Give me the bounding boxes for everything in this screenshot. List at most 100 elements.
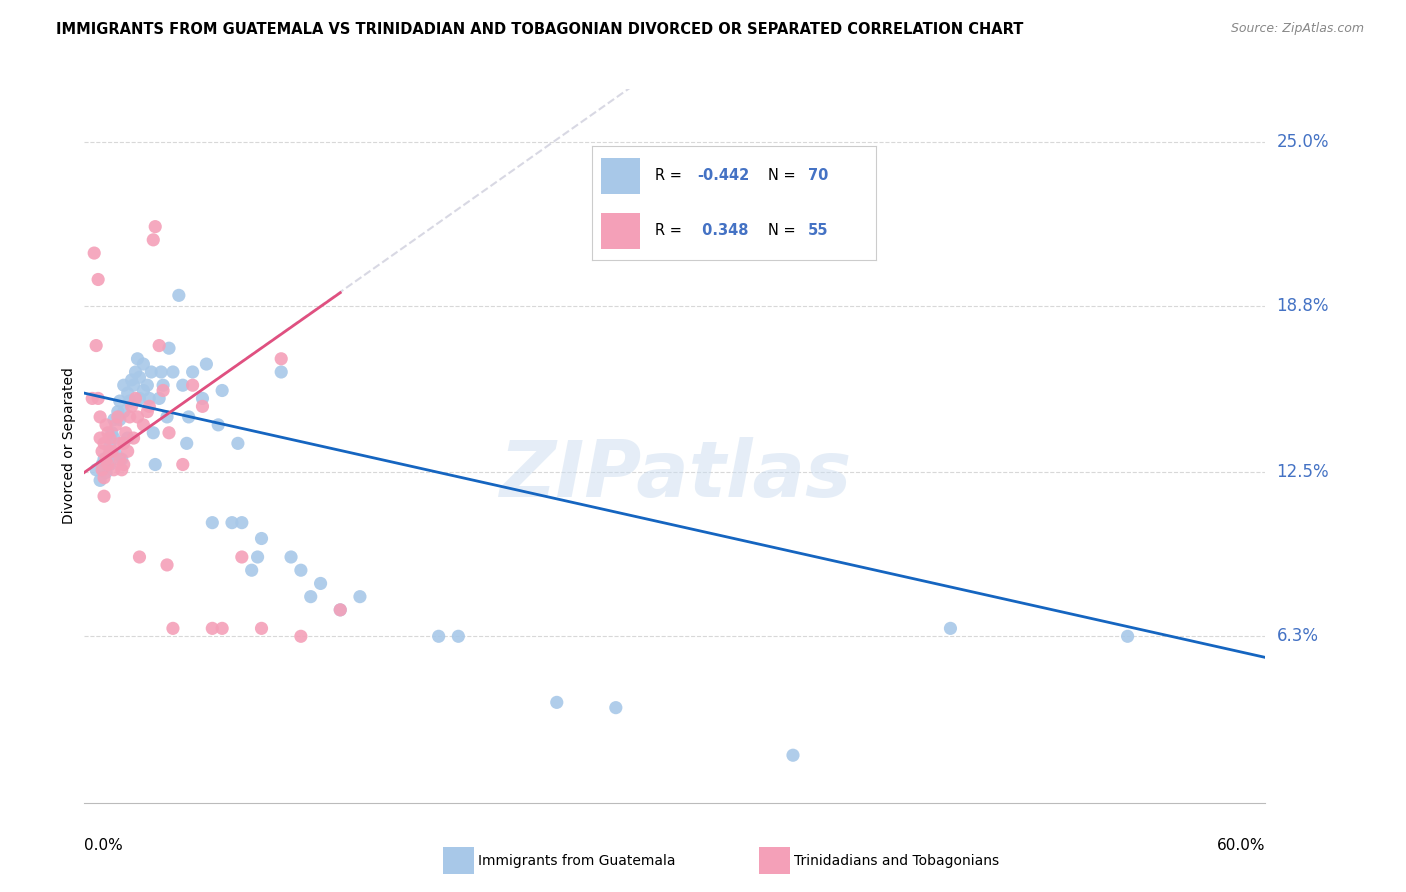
Point — [93, 452, 115, 467]
Point — [226, 436, 249, 450]
Point — [91, 458, 114, 472]
Point — [195, 357, 218, 371]
Point — [309, 576, 332, 591]
Point — [191, 400, 214, 414]
Point — [111, 452, 134, 467]
Point — [142, 233, 165, 247]
Point — [138, 392, 160, 406]
Text: Trinidadians and Tobagonians: Trinidadians and Tobagonians — [794, 854, 1000, 868]
Point — [89, 409, 111, 424]
Point — [201, 516, 224, 530]
Text: Source: ZipAtlas.com: Source: ZipAtlas.com — [1230, 22, 1364, 36]
Point — [108, 394, 131, 409]
Point — [89, 431, 111, 445]
Point — [108, 412, 131, 426]
Point — [97, 425, 120, 440]
Point — [93, 489, 115, 503]
Bar — [600, 212, 640, 249]
Point — [98, 458, 121, 472]
Text: 18.8%: 18.8% — [1277, 297, 1329, 315]
Point — [93, 471, 115, 485]
Text: R =: R = — [655, 223, 686, 238]
Point — [290, 629, 312, 643]
Point — [117, 386, 139, 401]
Point — [231, 549, 253, 564]
Point — [240, 563, 263, 577]
Point — [1116, 629, 1139, 643]
Point — [124, 392, 146, 406]
Point — [127, 409, 149, 424]
Point — [94, 466, 117, 480]
Point — [290, 563, 312, 577]
Point — [97, 450, 120, 464]
Point — [101, 425, 124, 440]
Bar — [600, 158, 640, 194]
Point — [124, 365, 146, 379]
Point — [108, 436, 131, 450]
Text: 6.3%: 6.3% — [1277, 627, 1319, 645]
Point — [132, 384, 155, 398]
Point — [112, 404, 135, 418]
Point — [177, 409, 200, 424]
Point — [132, 417, 155, 432]
Point — [114, 425, 136, 440]
Point — [156, 409, 179, 424]
Point — [111, 463, 134, 477]
Point — [91, 444, 114, 458]
Point — [104, 417, 127, 432]
Point — [299, 590, 322, 604]
Point — [136, 378, 159, 392]
Point — [211, 621, 233, 635]
Text: ZIPatlas: ZIPatlas — [499, 436, 851, 513]
Point — [250, 621, 273, 635]
Point — [143, 458, 166, 472]
Point — [167, 288, 190, 302]
Point — [87, 272, 110, 286]
Point — [329, 603, 352, 617]
Point — [546, 695, 568, 709]
Point — [103, 463, 125, 477]
Point — [270, 351, 292, 366]
Point — [118, 409, 141, 424]
Point — [143, 219, 166, 234]
Point — [939, 621, 962, 635]
Point — [172, 378, 194, 392]
Text: 25.0%: 25.0% — [1277, 133, 1329, 151]
Point — [98, 431, 121, 445]
Point — [82, 392, 104, 406]
Point — [112, 458, 135, 472]
Point — [231, 516, 253, 530]
Point — [98, 439, 121, 453]
Point — [121, 373, 143, 387]
Point — [181, 365, 204, 379]
Point — [87, 392, 110, 406]
Point — [117, 431, 139, 445]
Point — [132, 357, 155, 371]
Point — [91, 463, 114, 477]
Point — [128, 392, 150, 406]
Point — [94, 452, 117, 467]
Point — [152, 384, 174, 398]
Point — [156, 558, 179, 572]
Point — [207, 417, 229, 432]
Point — [83, 246, 105, 260]
Point — [136, 404, 159, 418]
Point — [127, 351, 149, 366]
Point — [221, 516, 243, 530]
Point — [98, 444, 121, 458]
Point — [176, 436, 198, 450]
Point — [148, 392, 170, 406]
Point — [172, 458, 194, 472]
Text: 60.0%: 60.0% — [1218, 838, 1265, 854]
Point — [138, 400, 160, 414]
Point — [101, 444, 124, 458]
Point — [148, 338, 170, 352]
Point — [246, 549, 269, 564]
Text: IMMIGRANTS FROM GUATEMALA VS TRINIDADIAN AND TOBAGONIAN DIVORCED OR SEPARATED CO: IMMIGRANTS FROM GUATEMALA VS TRINIDADIAN… — [56, 22, 1024, 37]
Point — [104, 447, 127, 461]
Point — [112, 378, 135, 392]
Point — [112, 436, 135, 450]
Point — [107, 404, 129, 418]
Point — [128, 370, 150, 384]
Point — [150, 365, 173, 379]
